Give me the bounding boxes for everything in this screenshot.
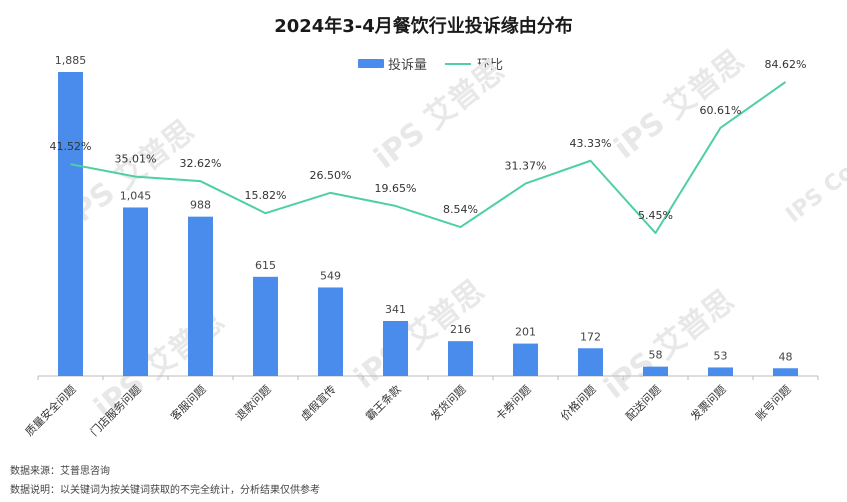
bar-value-label: 988 xyxy=(190,199,211,212)
category-label: 发货问题 xyxy=(428,382,469,423)
legend-bar-swatch xyxy=(358,59,384,68)
bar xyxy=(643,366,668,376)
line-value-label: 35.01% xyxy=(115,153,157,166)
bar xyxy=(773,368,798,376)
line-value-label: 32.62% xyxy=(180,157,222,170)
bar-value-label: 615 xyxy=(255,259,276,272)
bar-value-label: 1,045 xyxy=(120,189,152,202)
category-label: 发票问题 xyxy=(688,382,729,423)
category-label: 霸王条款 xyxy=(363,382,404,423)
bar xyxy=(448,341,473,376)
line-value-label: 43.33% xyxy=(570,137,612,150)
bar xyxy=(513,343,538,376)
bar-value-label: 216 xyxy=(450,323,471,336)
bar-value-label: 53 xyxy=(714,349,728,362)
bar-value-label: 58 xyxy=(649,349,663,362)
legend-bar-label: 投诉量 xyxy=(388,58,428,73)
category-label: 退款问题 xyxy=(233,382,274,423)
category-label: 配送问题 xyxy=(623,382,664,423)
category-label: 虚假宣传 xyxy=(298,382,339,423)
category-label: 账号问题 xyxy=(753,383,793,423)
line-value-label: 41.52% xyxy=(50,140,92,153)
bar xyxy=(383,321,408,376)
bar xyxy=(188,216,213,376)
bar xyxy=(578,348,603,376)
source-note: 数据来源：艾普思咨询 xyxy=(10,466,110,477)
bar xyxy=(123,207,148,376)
legend-line-label: 环比 xyxy=(477,58,504,73)
line-value-label: 5.45% xyxy=(638,209,673,222)
bar xyxy=(58,72,83,376)
bar-value-label: 172 xyxy=(580,330,601,343)
bar-value-label: 341 xyxy=(385,303,406,316)
category-label: 客服问题 xyxy=(168,382,209,423)
line-value-label: 15.82% xyxy=(245,189,287,202)
legend: 投诉量 环比 xyxy=(358,54,521,73)
line-value-label: 8.54% xyxy=(443,203,478,216)
data-note: 数据说明：以关键词为按关键词获取的不完全统计，分析结果仅供参考 xyxy=(10,485,320,496)
legend-item-bar[interactable]: 投诉量 xyxy=(358,54,427,73)
line-value-label: 84.62% xyxy=(765,58,807,71)
category-label: 卡券问题 xyxy=(493,382,534,423)
series-line xyxy=(70,81,787,234)
legend-line-swatch xyxy=(445,62,472,65)
bar-value-label: 48 xyxy=(779,350,793,363)
line-value-label: 31.37% xyxy=(505,160,547,173)
chart-title: 2024年3-4月餐饮行业投诉缘由分布 xyxy=(274,16,573,37)
line-value-label: 26.50% xyxy=(310,169,352,182)
legend-item-line[interactable]: 环比 xyxy=(445,54,503,73)
bar xyxy=(318,287,343,376)
bar xyxy=(708,367,733,376)
line-value-label: 19.65% xyxy=(375,182,417,195)
category-label: 门店服务问题 xyxy=(87,382,144,439)
category-label: 价格问题 xyxy=(558,382,599,423)
bar xyxy=(253,276,278,376)
bar-value-label: 549 xyxy=(320,269,341,282)
bar-value-label: 1,885 xyxy=(55,54,87,67)
line-value-label: 60.61% xyxy=(700,104,742,117)
bar-value-label: 201 xyxy=(515,326,536,339)
category-label: 质量安全问题 xyxy=(22,382,79,439)
